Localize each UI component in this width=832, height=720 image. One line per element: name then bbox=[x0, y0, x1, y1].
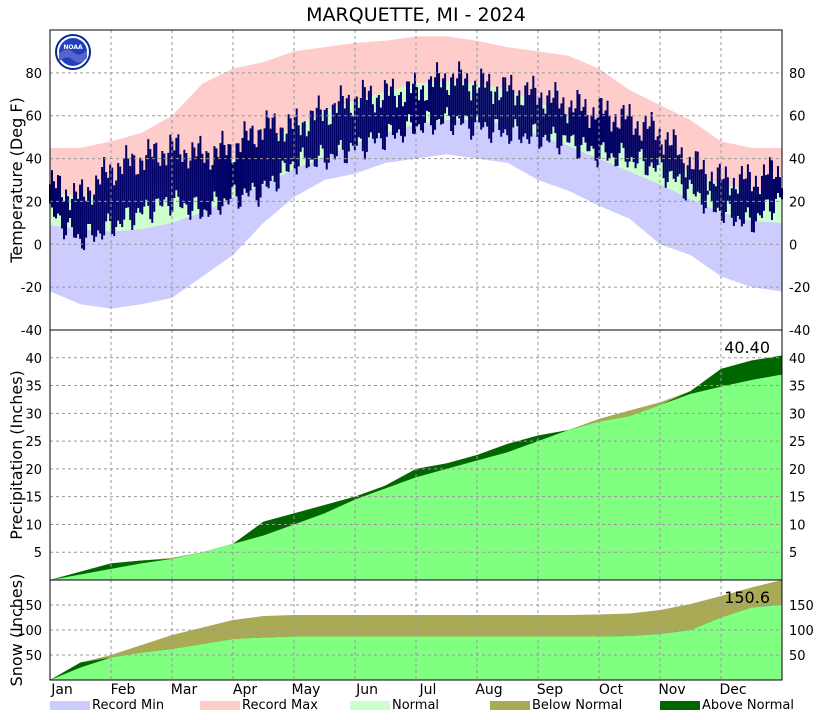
y-tick-label: 20 bbox=[25, 195, 42, 210]
legend-label: Record Min bbox=[92, 698, 165, 713]
month-label: Sep bbox=[537, 682, 564, 698]
precip-normal-area bbox=[50, 374, 782, 580]
month-label: Nov bbox=[658, 682, 685, 698]
legend-swatch bbox=[490, 701, 530, 710]
legend-item: Above Normal bbox=[660, 697, 794, 715]
gridlines bbox=[50, 30, 782, 330]
y-axis-label: Snow (Inches) bbox=[7, 574, 26, 687]
y-tick-label: 35 bbox=[25, 380, 42, 395]
y-tick-label: 40 bbox=[25, 352, 42, 367]
y-tick-label: 0 bbox=[34, 238, 42, 253]
y-tick-label: -20 bbox=[21, 281, 42, 296]
y-tick-label: 40 bbox=[789, 153, 806, 168]
gridlines bbox=[50, 580, 782, 680]
month-label: May bbox=[292, 682, 321, 698]
panel-frame bbox=[49, 579, 783, 681]
month-label: Apr bbox=[233, 682, 257, 698]
legend-swatch bbox=[200, 701, 240, 710]
y-tick-label: 60 bbox=[25, 110, 42, 125]
month-label: Oct bbox=[599, 682, 624, 698]
y-tick-label: 150 bbox=[789, 599, 814, 614]
legend-swatch bbox=[350, 701, 390, 710]
logo-gull bbox=[59, 49, 87, 63]
y-tick-label: 100 bbox=[789, 624, 814, 639]
chart-legend: Record Min Record Max Normal Below Normal Ab… bbox=[50, 697, 830, 715]
y-tick-label: 60 bbox=[789, 110, 806, 125]
month-label: Jun bbox=[355, 682, 378, 698]
y-tick-label: -40 bbox=[21, 324, 42, 339]
legend-item: Record Min bbox=[50, 697, 164, 715]
noaa-logo: NOAA bbox=[55, 34, 91, 70]
legend-item: Record Max bbox=[200, 697, 318, 715]
y-tick-label: 35 bbox=[789, 380, 806, 395]
y-axis-label: Precipitation (Inches) bbox=[7, 370, 26, 540]
y-tick-label: 15 bbox=[789, 491, 806, 506]
y-axis-label: Temperature (Deg F) bbox=[7, 97, 26, 264]
y-tick-label: 10 bbox=[25, 518, 42, 533]
legend-swatch bbox=[660, 701, 700, 710]
y-tick-label: 0 bbox=[789, 238, 797, 253]
record-min-band bbox=[50, 120, 782, 309]
legend-swatch bbox=[50, 701, 90, 710]
y-tick-label: 5 bbox=[789, 546, 797, 561]
y-tick-label: -40 bbox=[789, 324, 810, 339]
y-tick-label: 5 bbox=[34, 546, 42, 561]
y-tick-label: 150 bbox=[17, 599, 42, 614]
y-tick-label: 80 bbox=[789, 67, 806, 82]
y-tick-label: 80 bbox=[25, 67, 42, 82]
y-tick-label: 10 bbox=[789, 518, 806, 533]
y-tick-label: 25 bbox=[789, 435, 806, 450]
y-tick-label: 20 bbox=[789, 463, 806, 478]
legend-item: Normal bbox=[350, 697, 439, 715]
legend-label: Normal bbox=[392, 698, 440, 713]
precip-total-label: 40.40 bbox=[724, 338, 770, 357]
legend-label: Above Normal bbox=[702, 698, 794, 713]
month-label: Jul bbox=[419, 682, 437, 698]
y-tick-label: 20 bbox=[789, 195, 806, 210]
month-label: Aug bbox=[475, 682, 502, 698]
logo-text: NOAA bbox=[63, 44, 83, 51]
month-label: Jan bbox=[50, 682, 73, 698]
month-label: Dec bbox=[719, 682, 746, 698]
y-tick-label: 25 bbox=[25, 435, 42, 450]
legend-item: Below Normal bbox=[490, 697, 622, 715]
y-tick-label: 40 bbox=[25, 153, 42, 168]
month-label: Mar bbox=[171, 682, 198, 698]
snow-total-label: 150.6 bbox=[724, 588, 770, 607]
month-label: Feb bbox=[111, 682, 136, 698]
legend-label: Record Max bbox=[242, 698, 318, 713]
y-tick-label: 30 bbox=[25, 407, 42, 422]
gridlines bbox=[50, 330, 782, 580]
y-tick-label: 50 bbox=[25, 649, 42, 664]
y-tick-label: -20 bbox=[789, 281, 810, 296]
y-tick-label: 15 bbox=[25, 491, 42, 506]
y-tick-label: 50 bbox=[789, 649, 806, 664]
legend-label: Below Normal bbox=[532, 698, 623, 713]
chart-title: MARQUETTE, MI - 2024 bbox=[306, 4, 526, 26]
y-tick-label: 40 bbox=[789, 352, 806, 367]
y-tick-label: 30 bbox=[789, 407, 806, 422]
observed-temperature-bars bbox=[49, 61, 783, 251]
y-tick-label: 100 bbox=[17, 624, 42, 639]
y-tick-label: 20 bbox=[25, 463, 42, 478]
